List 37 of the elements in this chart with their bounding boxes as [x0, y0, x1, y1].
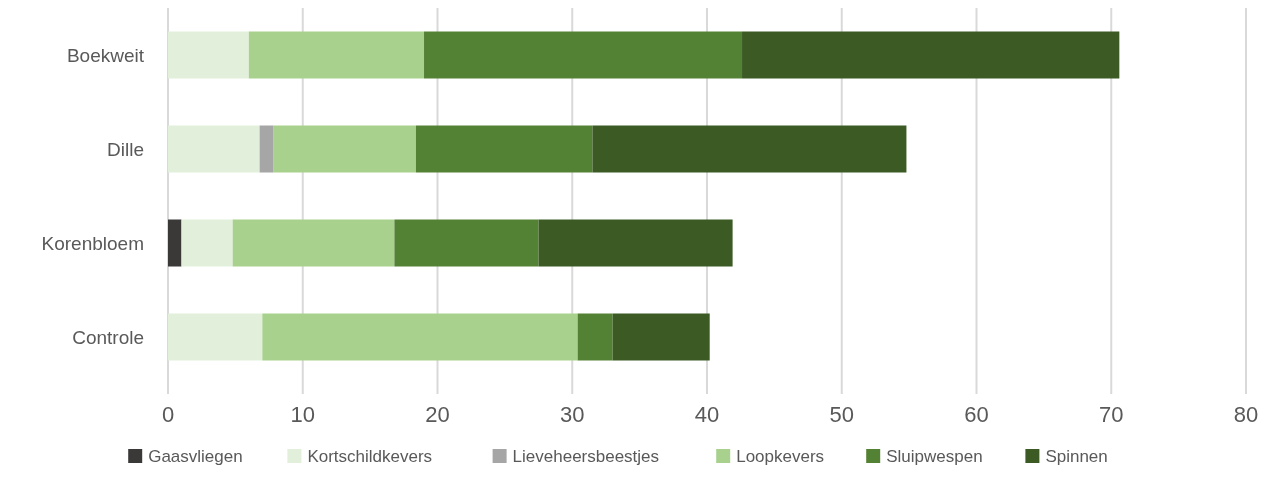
- legend-label: Lieveheersbeestjes: [512, 446, 660, 466]
- y-tick-label: Boekweit: [66, 44, 145, 66]
- x-tick-label: 10: [290, 402, 315, 427]
- bar: [538, 219, 733, 267]
- x-tick-label: 0: [161, 402, 175, 427]
- legend-label: Kortschildkevers: [307, 446, 433, 466]
- bar: [259, 125, 274, 173]
- bar: [232, 219, 395, 267]
- legend-label: Gaasvliegen: [148, 446, 243, 466]
- x-tick-label: 40: [694, 402, 720, 427]
- bar: [168, 313, 263, 361]
- bar: [168, 219, 182, 267]
- bar: [394, 219, 539, 267]
- bar: [273, 125, 416, 173]
- x-tick-label: 60: [964, 402, 989, 427]
- bar: [181, 219, 233, 267]
- bar: [592, 125, 907, 173]
- y-tick-label: Dille: [107, 138, 144, 160]
- bar: [424, 31, 743, 79]
- x-tick-label: 50: [829, 402, 854, 427]
- x-tick-label: 70: [1099, 402, 1124, 427]
- x-tick-label: 20: [425, 402, 450, 427]
- y-tick-label: Controle: [72, 326, 144, 348]
- y-tick-label: Korenbloem: [41, 232, 144, 254]
- bar: [612, 313, 710, 361]
- bar: [742, 31, 1120, 79]
- bar: [168, 31, 249, 79]
- legend-label: Spinnen: [1045, 446, 1108, 466]
- bar: [168, 125, 260, 173]
- bar: [248, 31, 425, 79]
- legend-label: Sluipwespen: [886, 446, 983, 466]
- bar: [577, 313, 613, 361]
- bar: [415, 125, 593, 173]
- bar: [262, 313, 578, 361]
- legend-label: Loopkevers: [736, 446, 825, 466]
- x-tick-label: 80: [1233, 402, 1259, 427]
- x-tick-label: 30: [560, 402, 585, 427]
